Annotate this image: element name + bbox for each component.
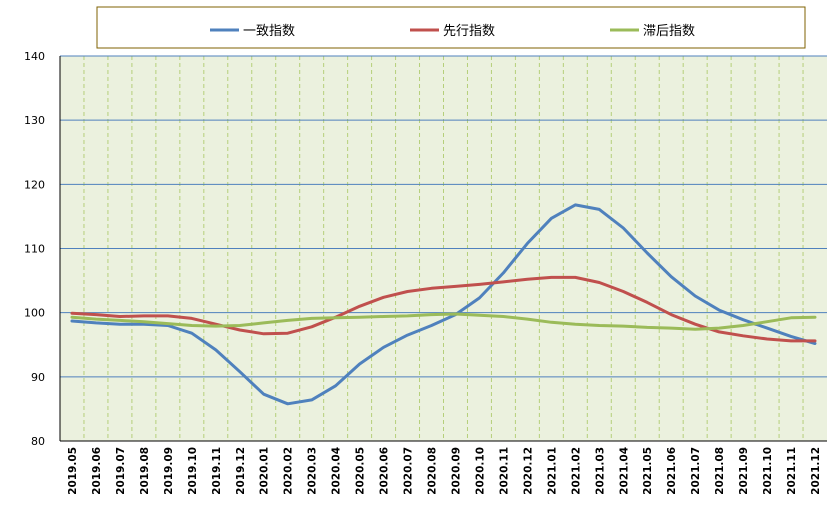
x-tick-label: 2019.08 (139, 447, 151, 495)
series-line-leading-index (70, 275, 817, 343)
x-tick-label: 2020.06 (379, 447, 391, 495)
horizontal-gridlines (60, 55, 827, 378)
x-tick-label: 2020.01 (259, 447, 271, 495)
x-tick-labels: 2019.05 2019.06 2019.07 2019.08 2019.09 2019.… (67, 447, 822, 495)
x-tick-label: 2021.01 (546, 447, 558, 495)
x-tick-label: 2019.11 (211, 447, 223, 495)
x-tick-label: 2021.10 (762, 447, 774, 495)
axes (59, 56, 827, 442)
x-tick-label: 2020.12 (522, 447, 534, 495)
x-tick-label: 2021.11 (786, 447, 798, 495)
y-tick-label: 80 (31, 435, 45, 448)
x-tick-label: 2020.04 (331, 447, 343, 495)
y-tick-label: 130 (24, 114, 45, 127)
x-tick-label: 2020.02 (283, 447, 295, 495)
legend-label-lagging-index: 滞后指数 (643, 24, 695, 39)
x-tick-label: 2020.10 (474, 447, 486, 495)
x-tick-label: 2020.09 (450, 447, 462, 495)
x-tick-label: 2019.09 (163, 447, 175, 495)
y-tick-label: 100 (24, 307, 45, 320)
x-tick-label: 2021.09 (738, 447, 750, 495)
x-tick-label: 2021.07 (690, 447, 702, 495)
x-tick-label: 2019.12 (235, 447, 247, 495)
x-tick-label: 2019.06 (91, 447, 103, 495)
y-tick-label: 140 (24, 50, 45, 63)
y-tick-label: 120 (24, 178, 45, 191)
legend-box (96, 6, 806, 49)
y-tick-label: 90 (31, 371, 45, 384)
y-tick-labels: 80 90 100 110 120 130 140 (24, 50, 45, 448)
series-lines (70, 203, 817, 406)
x-tick-label: 2021.04 (618, 447, 630, 495)
x-tick-label: 2020.03 (307, 447, 319, 495)
x-tick-label: 2021.02 (570, 447, 582, 495)
x-tick-label: 2021.12 (810, 447, 822, 495)
x-tick-label: 2020.07 (403, 447, 415, 495)
x-tick-label: 2021.05 (642, 447, 654, 495)
legend-label-consistent-index: 一致指数 (243, 24, 295, 39)
x-tick-label: 2021.08 (714, 447, 726, 495)
x-tick-label: 2020.11 (498, 447, 510, 495)
y-tick-label: 110 (24, 243, 45, 256)
x-tick-label: 2021.03 (594, 447, 606, 495)
x-tick-label: 2019.10 (187, 447, 199, 495)
x-tick-label: 2019.07 (115, 447, 127, 495)
series-line-consistent-index (70, 203, 817, 406)
series-line-lagging-index (70, 312, 817, 331)
x-tick-label: 2019.05 (67, 447, 79, 495)
legend: 一致指数 先行指数 滞后指数 (96, 6, 806, 49)
x-tick-label: 2020.05 (355, 447, 367, 495)
x-tick-label: 2020.08 (427, 447, 439, 495)
x-tick-label: 2021.06 (666, 447, 678, 495)
legend-label-leading-index: 先行指数 (443, 24, 495, 39)
